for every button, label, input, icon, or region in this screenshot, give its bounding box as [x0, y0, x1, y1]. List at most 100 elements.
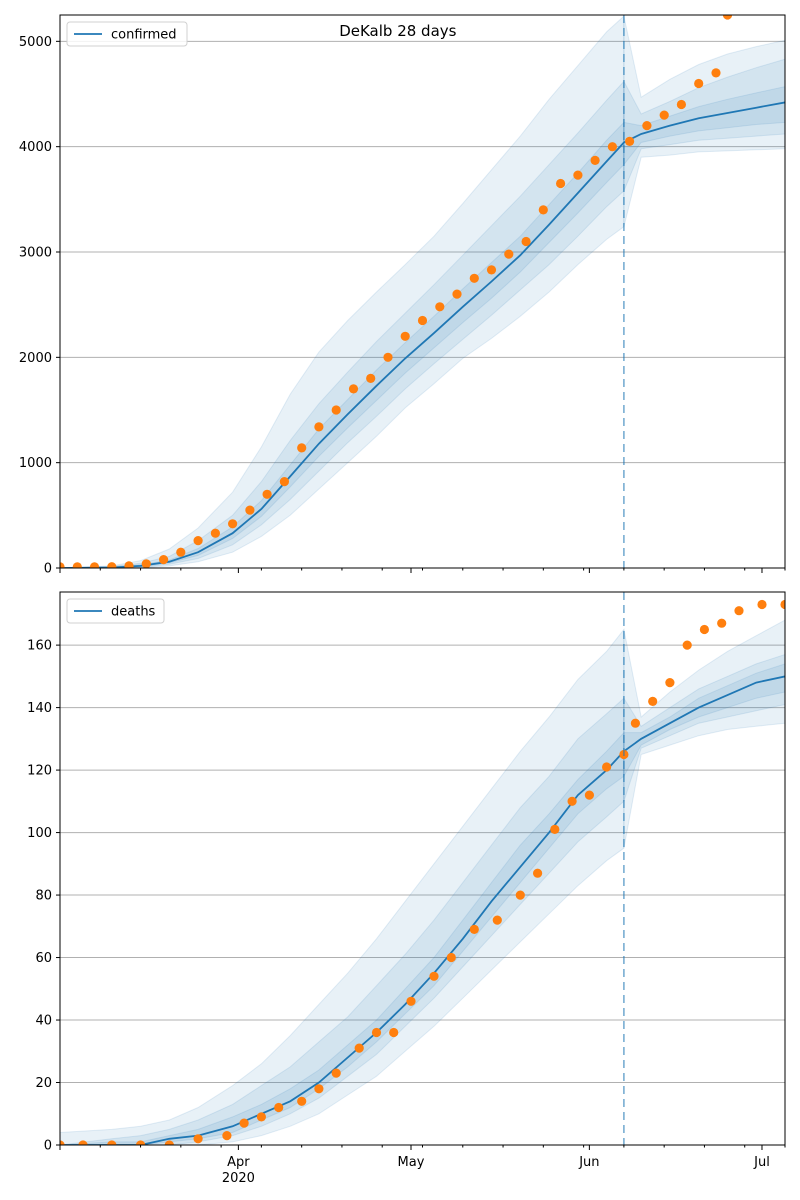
observed-point	[556, 178, 566, 189]
y-tick-label: 2000	[19, 351, 52, 366]
legend-label: deaths	[111, 605, 156, 620]
observed-point	[446, 952, 456, 963]
observed-point	[429, 971, 439, 981]
y-tick-label: 160	[27, 639, 52, 654]
y-tick-label: 0	[44, 1139, 52, 1154]
observed-point	[504, 249, 514, 259]
observed-point	[492, 915, 502, 925]
observed-point	[262, 489, 272, 499]
observed-point	[314, 1084, 324, 1094]
observed-point	[176, 547, 186, 557]
x-year-label: 2020	[222, 1171, 255, 1186]
observed-point	[607, 142, 618, 152]
observed-point	[107, 1140, 117, 1145]
observed-point	[164, 1140, 174, 1145]
observed-point	[722, 15, 733, 20]
observed-point	[348, 384, 359, 394]
observed-point	[383, 352, 393, 362]
observed-point	[136, 1140, 146, 1145]
observed-point	[642, 121, 652, 131]
legend-box	[66, 598, 165, 624]
observed-point	[274, 1102, 284, 1113]
y-tick-label: 20	[35, 1076, 52, 1091]
uncertainty-band	[60, 15, 625, 568]
y-tick-label: 120	[27, 764, 52, 779]
chart-title: DeKalb 28 days	[339, 22, 456, 40]
observed-point	[89, 562, 100, 568]
y-tick-label: 80	[35, 889, 52, 904]
observed-point	[331, 405, 341, 415]
observed-point	[314, 422, 324, 432]
observed-point	[60, 1140, 65, 1145]
observed-point	[354, 1043, 364, 1053]
observed-point	[659, 110, 669, 120]
observed-point	[452, 289, 462, 299]
y-tick-label: 140	[27, 701, 52, 716]
observed-point	[648, 696, 658, 707]
observed-point	[297, 443, 307, 453]
observed-point	[331, 1068, 341, 1078]
observed-point	[222, 1131, 232, 1141]
observed-point	[734, 606, 744, 616]
observed-point	[245, 505, 255, 515]
legend-box	[66, 21, 188, 47]
observed-point	[602, 762, 612, 772]
uncertainty-band	[623, 58, 785, 192]
observed-point	[699, 624, 710, 635]
observed-point	[584, 790, 595, 800]
observed-point	[389, 1027, 399, 1038]
observed-point	[717, 618, 727, 628]
legend: confirmed	[66, 21, 188, 47]
observed-point	[780, 599, 785, 610]
y-tick-label: 1000	[19, 456, 52, 471]
observed-point	[124, 561, 134, 568]
observed-point	[630, 718, 641, 728]
observed-point	[256, 1112, 266, 1122]
y-tick-label: 100	[27, 826, 52, 841]
observed-point	[757, 599, 767, 610]
observed-point	[159, 555, 169, 565]
observed-point	[625, 136, 635, 146]
y-tick-label: 5000	[19, 35, 52, 50]
y-tick-label: 0	[44, 562, 52, 577]
observed-point	[279, 477, 289, 487]
observed-point	[694, 78, 704, 89]
observed-point	[676, 99, 687, 110]
observed-point	[711, 68, 721, 78]
observed-point	[682, 640, 692, 650]
observed-point	[469, 924, 479, 935]
uncertainty-band	[623, 619, 785, 779]
legend: deaths	[66, 598, 165, 624]
observed-point	[533, 868, 543, 878]
y-tick-label: 3000	[19, 246, 52, 261]
observed-point	[193, 1134, 203, 1144]
observed-point	[486, 265, 497, 275]
x-tick-label: Jun	[578, 1155, 599, 1170]
observed-point	[521, 236, 531, 247]
uncertainty-band	[623, 663, 785, 849]
observed-point	[538, 205, 548, 215]
deaths-panel: 0 20 40 60 80 100 120 140 160 Apr May Jun Jul 2020 dea…	[27, 591, 786, 1186]
x-tick-label: May	[398, 1155, 425, 1170]
observed-point	[78, 1140, 88, 1145]
observed-point	[469, 273, 479, 283]
observed-point	[371, 1027, 382, 1038]
observed-point	[366, 373, 376, 383]
observed-point	[400, 331, 410, 341]
observed-point	[297, 1096, 307, 1106]
observed-point	[435, 302, 445, 312]
y-tick-label: 40	[35, 1014, 52, 1029]
y-tick-label: 4000	[19, 140, 52, 155]
x-tick-label: Apr	[227, 1155, 250, 1170]
observed-point	[665, 678, 675, 688]
confirmed-panel: 0 1000 2000 3000 4000 5000 DeKalb 28 days confi…	[19, 14, 786, 577]
uncertainty-band	[623, 86, 785, 227]
observed-point	[72, 562, 82, 568]
plot-area	[60, 15, 785, 568]
legend-label: confirmed	[111, 28, 177, 43]
observed-point	[550, 824, 560, 835]
y-tick-label: 60	[35, 951, 52, 966]
observed-point	[573, 170, 583, 180]
observed-point	[60, 562, 65, 568]
